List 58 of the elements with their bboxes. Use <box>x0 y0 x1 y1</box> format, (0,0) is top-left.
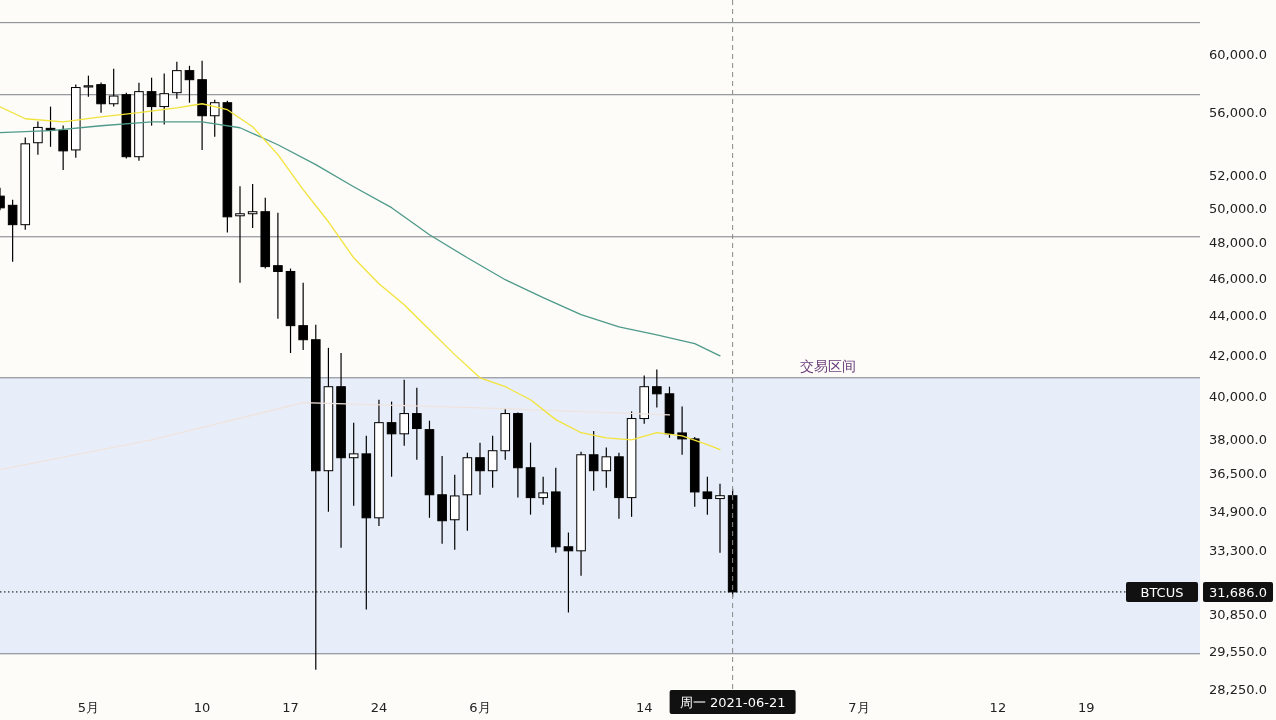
candlestick <box>247 183 258 229</box>
candlestick <box>412 387 422 461</box>
candlestick <box>172 61 182 100</box>
candlestick <box>588 430 599 492</box>
candlestick <box>184 65 195 104</box>
candlestick <box>7 199 18 263</box>
candlestick <box>449 474 460 551</box>
candlestick <box>601 446 612 489</box>
y-tick-label: 36,500.0 <box>1209 465 1267 481</box>
candlestick <box>298 282 308 351</box>
ref-line-label: 31,686.0 <box>1209 584 1267 600</box>
candlestick <box>235 185 245 284</box>
candlestick <box>58 125 68 171</box>
x-tick-label: 24 <box>370 700 388 715</box>
candlestick <box>702 476 713 516</box>
y-tick-label: 40,000.0 <box>1209 388 1267 404</box>
x-tick-label: 5月 <box>77 700 100 715</box>
candlestick <box>652 368 662 409</box>
x-tick-label: 10 <box>193 700 211 715</box>
y-tick-label: 42,000.0 <box>1209 347 1267 363</box>
candlestick <box>146 77 157 127</box>
y-tick-label: 50,000.0 <box>1209 200 1267 216</box>
x-tick-label: 17 <box>282 700 299 715</box>
candlestick <box>475 442 485 496</box>
x-tick-label: 6月 <box>469 700 491 715</box>
candlestick <box>677 405 687 456</box>
y-tick-label: 28,250.0 <box>1209 681 1267 697</box>
candlestick <box>273 212 283 320</box>
y-tick-label: 30,850.0 <box>1209 607 1267 623</box>
x-tick-label: 7月 <box>848 700 870 715</box>
y-tick-label: 56,000.0 <box>1209 105 1267 121</box>
candlestick <box>563 531 574 614</box>
candlestick <box>209 99 220 138</box>
y-tick-label: 52,000.0 <box>1209 167 1267 183</box>
candlestick <box>386 401 397 478</box>
candlestick <box>83 75 94 98</box>
y-tick-label: 34,900.0 <box>1209 503 1267 519</box>
candlestick <box>348 422 359 507</box>
y-tick-label: 29,550.0 <box>1209 643 1267 659</box>
candlestick <box>487 435 498 489</box>
candlestick <box>108 68 119 108</box>
y-tick-label: 46,000.0 <box>1209 271 1267 287</box>
y-tick-label: 33,300.0 <box>1209 543 1267 559</box>
y-tick-label: 48,000.0 <box>1209 235 1267 251</box>
y-tick-label: 44,000.0 <box>1209 308 1267 324</box>
x-tick-label: 12 <box>989 700 1007 715</box>
ref-line-label: 周一 2021-06-21 <box>679 695 786 710</box>
candlestick <box>33 120 43 156</box>
candlestick <box>715 483 725 554</box>
candlestick <box>399 379 410 447</box>
x-tick-label: 19 <box>1078 700 1095 715</box>
candlestick <box>96 81 106 114</box>
candlestick <box>159 72 170 126</box>
y-tick-label: 60,000.0 <box>1209 47 1267 63</box>
candlestick <box>538 476 548 506</box>
annotation: BTCUS <box>1140 584 1184 600</box>
x-tick-label: 14 <box>635 700 653 715</box>
y-tick-label: 38,000.0 <box>1209 431 1267 447</box>
